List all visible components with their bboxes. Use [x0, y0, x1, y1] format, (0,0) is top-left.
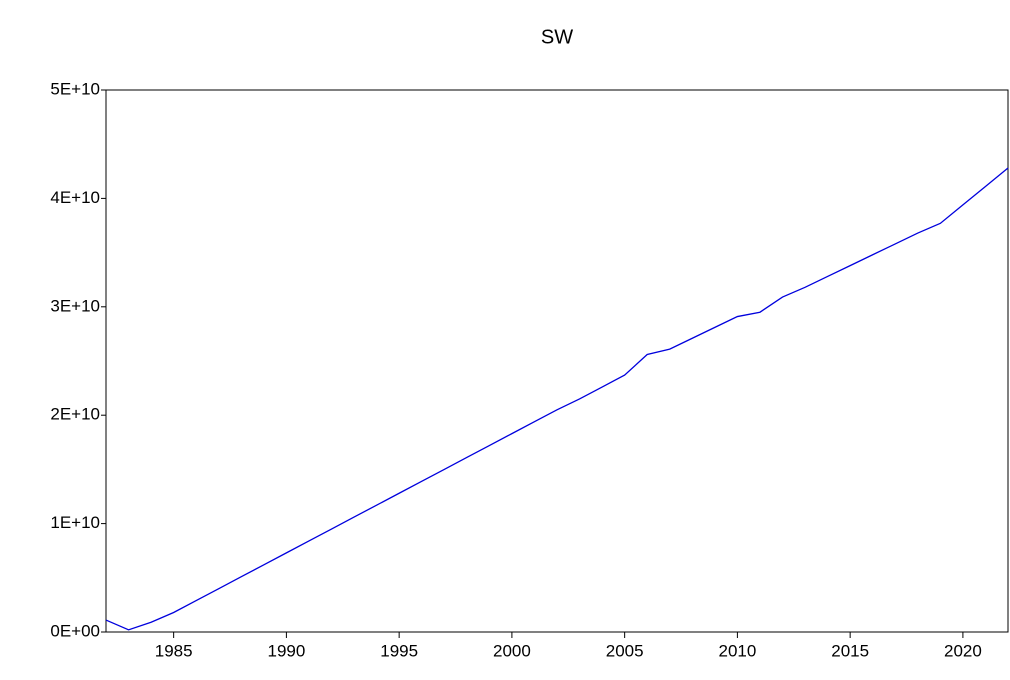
y-tick-label: 2E+10 — [50, 405, 100, 424]
y-tick-label: 1E+10 — [50, 513, 100, 532]
x-tick-label: 2020 — [944, 641, 982, 660]
series-line — [105, 167, 1009, 631]
x-tick-label: 2010 — [718, 641, 756, 660]
chart-title: SW — [541, 26, 573, 48]
x-tick-label: 2015 — [831, 641, 869, 660]
y-tick-label: 0E+00 — [50, 621, 100, 640]
x-tick-label: 1985 — [155, 641, 193, 660]
y-tick-label: 5E+10 — [50, 79, 100, 98]
x-tick-label: 1990 — [267, 641, 305, 660]
x-tick-label: 2005 — [606, 641, 644, 660]
y-tick-label: 3E+10 — [50, 296, 100, 315]
plot-frame — [105, 89, 1009, 633]
x-tick-label: 1995 — [380, 641, 418, 660]
x-tick-label: 2000 — [493, 641, 531, 660]
y-tick-label: 4E+10 — [50, 188, 100, 207]
